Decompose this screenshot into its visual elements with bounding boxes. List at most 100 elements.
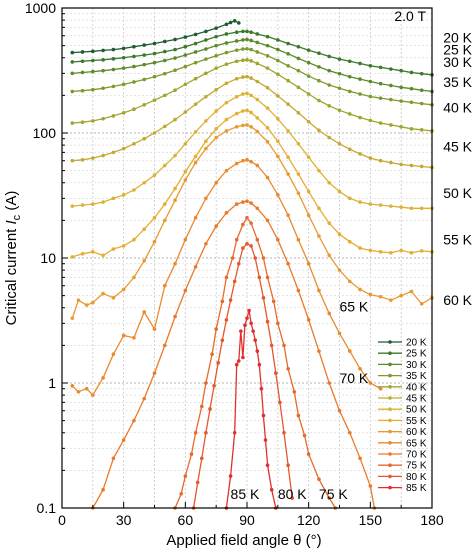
data-point (234, 125, 239, 129)
data-point (347, 239, 352, 244)
data-point (255, 97, 260, 102)
data-point (70, 316, 75, 320)
data-point (193, 32, 198, 37)
data-point (162, 49, 167, 54)
data-point (234, 59, 239, 64)
data-point (142, 136, 147, 141)
data-point (84, 386, 89, 391)
data-point (142, 103, 147, 107)
data-point (347, 74, 352, 79)
data-point (70, 204, 75, 208)
x-axis-label: Applied field angle θ (°) (166, 532, 321, 549)
data-point (142, 180, 147, 185)
data-point (214, 26, 218, 30)
data-point (378, 96, 383, 100)
data-point (358, 366, 362, 371)
data-point (358, 77, 362, 81)
legend-marker (388, 340, 392, 344)
curve-label: 80 K (278, 486, 307, 502)
data-point (234, 161, 239, 166)
data-point (317, 78, 321, 83)
data-point (193, 50, 198, 54)
legend-entry: 45 K (378, 394, 427, 405)
data-point (204, 139, 208, 143)
y-axis-label-sub: c (11, 214, 23, 220)
data-point (70, 383, 75, 388)
curve-label: 70 K (339, 370, 368, 386)
data-point (173, 198, 177, 203)
data-point (286, 172, 290, 176)
curve-label: 45 K (443, 138, 472, 154)
data-point (214, 135, 218, 140)
legend-label: 85 K (406, 483, 427, 494)
data-point (204, 430, 208, 435)
data-point (347, 89, 352, 94)
data-point (204, 146, 208, 151)
data-point (409, 206, 414, 211)
data-point (399, 205, 403, 209)
data-point (347, 279, 352, 284)
data-point (257, 362, 262, 367)
data-point (327, 83, 332, 87)
x-tick-label: 0 (58, 512, 66, 528)
data-point (173, 261, 177, 266)
data-point (214, 34, 218, 39)
series-75k (173, 215, 338, 510)
data-point (399, 162, 403, 167)
data-point (80, 88, 85, 93)
data-point (193, 130, 198, 134)
data-point (337, 268, 342, 272)
data-point (249, 125, 253, 129)
data-point (121, 287, 126, 292)
y-axis-label-post: (A) (3, 191, 20, 215)
data-point (347, 59, 352, 64)
data-point (214, 224, 218, 228)
data-point (337, 108, 342, 113)
data-point (265, 175, 270, 180)
curve-label: 40 K (443, 99, 472, 115)
data-point (265, 53, 270, 58)
data-point (358, 200, 362, 204)
data-point (132, 418, 136, 423)
legend-marker (388, 351, 392, 356)
data-point (121, 46, 126, 51)
data-point (286, 63, 290, 68)
data-point (183, 141, 188, 146)
data-point (152, 371, 157, 375)
data-point (183, 82, 188, 87)
data-point (214, 180, 218, 185)
data-point (337, 57, 342, 61)
data-point (162, 218, 167, 223)
data-point (121, 244, 126, 248)
data-point (378, 81, 383, 86)
data-point (409, 86, 414, 91)
legend-marker (388, 407, 392, 412)
data-point (245, 123, 249, 127)
data-point (389, 97, 393, 102)
data-point (228, 20, 233, 25)
legend-marker (388, 373, 392, 378)
legend-label: 65 K (406, 438, 427, 449)
data-point (317, 168, 321, 173)
data-point (183, 169, 188, 174)
series-line (225, 310, 277, 509)
data-point (173, 56, 177, 60)
data-point (409, 100, 414, 105)
curve-label: 60 K (443, 292, 472, 308)
curve-label: 25 K (443, 42, 472, 58)
data-point (296, 191, 301, 195)
data-point (142, 53, 147, 57)
data-point (249, 38, 253, 43)
data-point (193, 76, 198, 81)
data-point (296, 68, 301, 73)
data-point (193, 265, 198, 269)
data-point (296, 288, 301, 293)
data-point (193, 160, 198, 165)
data-point (212, 383, 216, 388)
series-line (72, 109, 433, 258)
data-point (70, 60, 75, 64)
data-point (91, 119, 95, 123)
data-point (152, 74, 157, 79)
data-point (111, 456, 116, 461)
